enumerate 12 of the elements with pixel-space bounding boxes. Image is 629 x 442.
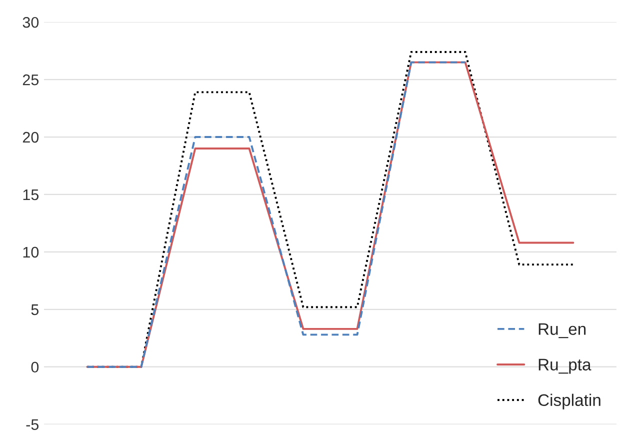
y-tick-label: 15 bbox=[23, 190, 39, 200]
line-series bbox=[86, 61, 466, 368]
y-tick-label: 10 bbox=[23, 246, 39, 258]
y-tick-label: 25 bbox=[22, 74, 39, 86]
y-tick-label: 30 bbox=[22, 16, 39, 28]
legend-label: Cisplatin bbox=[538, 394, 600, 410]
y-tick-label: -5 bbox=[26, 419, 39, 430]
legend-label: Ru_en bbox=[538, 323, 586, 338]
y-tick-label: 5 bbox=[31, 304, 39, 316]
y-tick-label: 20 bbox=[22, 132, 39, 143]
legend-label: Ru_pta bbox=[538, 358, 592, 374]
y-tick-label: 0 bbox=[31, 362, 39, 373]
